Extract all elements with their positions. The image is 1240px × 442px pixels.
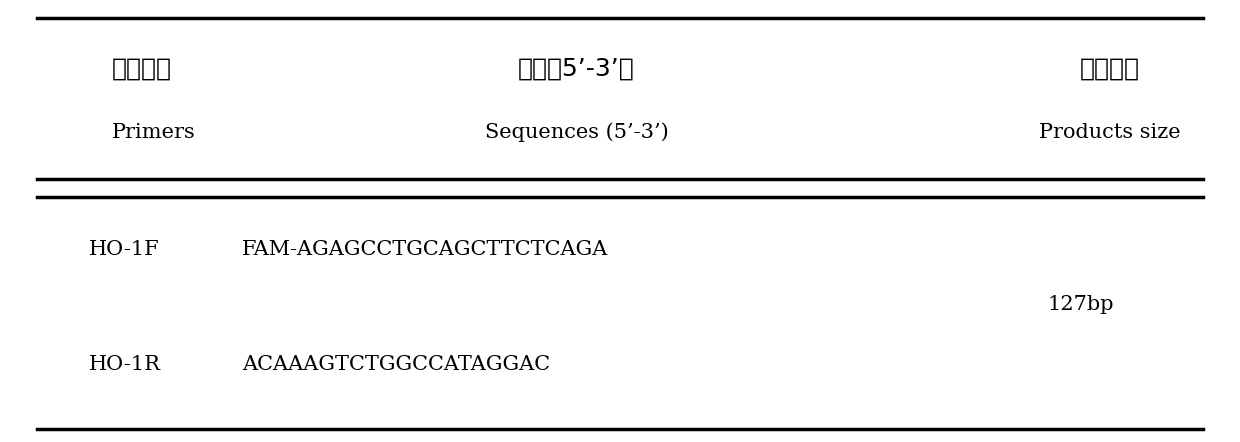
Text: HO-1R: HO-1R bbox=[89, 355, 161, 374]
Text: ACAAAGTCTGGCCATAGGAC: ACAAAGTCTGGCCATAGGAC bbox=[242, 355, 549, 374]
Text: 产物大小: 产物大小 bbox=[1080, 57, 1140, 80]
Text: Products size: Products size bbox=[1039, 123, 1180, 142]
Text: 引物名称: 引物名称 bbox=[112, 57, 171, 80]
Text: Sequences (5’-3’): Sequences (5’-3’) bbox=[485, 123, 668, 142]
Text: HO-1F: HO-1F bbox=[89, 240, 160, 259]
Text: Primers: Primers bbox=[112, 123, 196, 142]
Text: 127bp: 127bp bbox=[1048, 296, 1115, 314]
Text: 序列（5’-3’）: 序列（5’-3’） bbox=[518, 57, 635, 80]
Text: FAM-AGAGCCTGCAGCTTCTCAGA: FAM-AGAGCCTGCAGCTTCTCAGA bbox=[242, 240, 608, 259]
